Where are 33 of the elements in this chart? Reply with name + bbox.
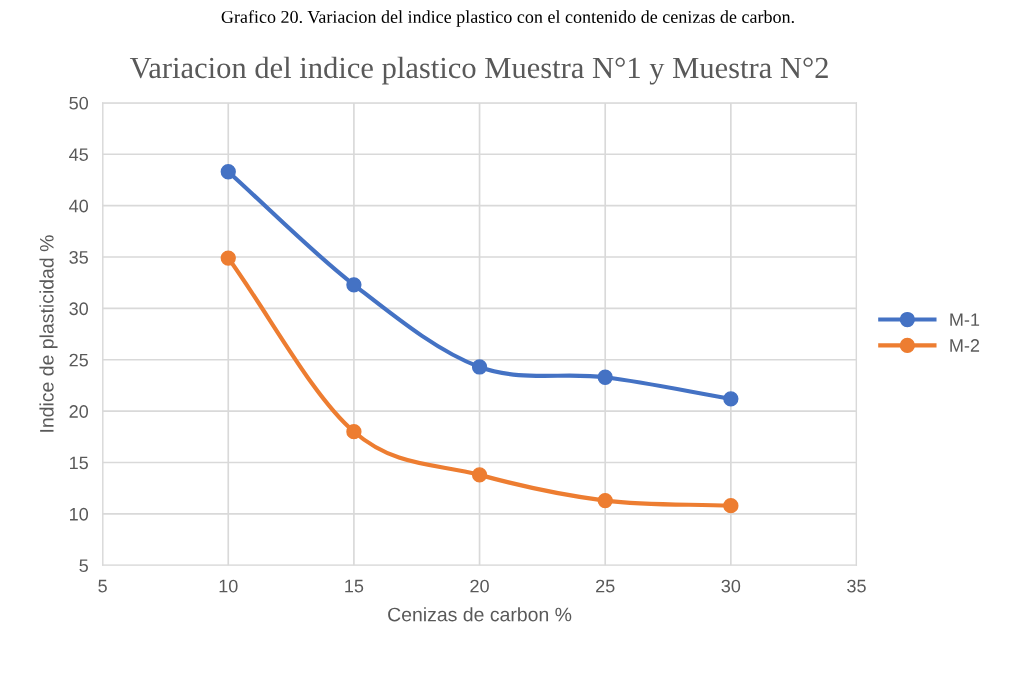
y-tick-label: 20 — [69, 405, 89, 418]
y-tick-label: 30 — [69, 302, 89, 316]
point — [220, 164, 236, 180]
point — [597, 492, 613, 509]
y-tick-label: 45 — [69, 148, 88, 161]
point — [346, 424, 362, 440]
y-tick-label: 25 — [69, 353, 88, 367]
y-axis-title: Indice de plasticidad % — [39, 235, 58, 432]
y-tick-label: 40 — [69, 199, 89, 213]
x-axis-title: Cenizas de carbon % — [388, 607, 572, 622]
y-tick-label: 50 — [69, 96, 89, 110]
point — [471, 467, 488, 483]
y-tick-label: 35 — [69, 250, 88, 264]
point — [220, 250, 236, 266]
y-tick-label: 10 — [70, 507, 89, 521]
legend-label: M-2 — [950, 339, 980, 352]
point — [597, 369, 613, 385]
x-tick-label: 30 — [721, 579, 741, 593]
text: Grafico 20. Variacion del indice plastico con el contenido de cenizas de carbon. — [221, 10, 794, 27]
x-tick-label: 35 — [847, 579, 866, 593]
point — [723, 391, 739, 407]
x-tick-label: 25 — [596, 579, 615, 593]
x-tick-label: 10 — [219, 579, 238, 593]
chart-title: Variacion del indice plastico Muestra N°1 y Muestra N°2 — [129, 56, 828, 85]
point — [346, 277, 362, 293]
x-tick-label: 20 — [470, 579, 489, 593]
y-tick-label: 5 — [79, 559, 88, 573]
x-tick-label: 15 — [345, 579, 364, 593]
point — [723, 498, 739, 514]
x-tick-label: 5 — [98, 579, 107, 593]
point — [471, 359, 488, 375]
legend-label: M-1 — [950, 313, 980, 326]
y-tick-label: 15 — [70, 456, 88, 470]
